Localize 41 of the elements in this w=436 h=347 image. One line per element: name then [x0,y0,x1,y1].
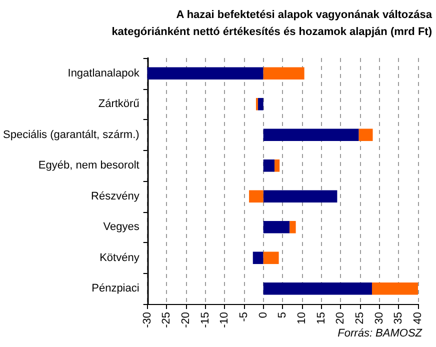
bar [372,282,418,295]
y-tick-label: Egyéb, nem besorolt [38,160,140,172]
bar [263,220,290,234]
bar [258,98,264,110]
x-tick-label: -20 [180,312,192,328]
bar [147,67,264,80]
x-tick-label: 40 [412,312,424,324]
y-tick-label: Pénzpiaci [92,282,140,295]
chart-subtitle: kategóriánként nettó értékesítés és hozamok alapján (mrd Ft) [112,25,432,40]
bar [263,252,279,264]
x-tick-label: -30 [141,312,154,328]
y-tick-label: Vegyes [103,221,140,234]
bar [358,128,373,142]
x-tick-label: -25 [160,312,173,328]
bar [263,67,304,80]
bar [263,282,372,295]
x-tick-label: -15 [199,312,212,328]
x-tick-label: 25 [354,312,366,324]
y-tick-label: Ingatlanalapok [68,67,140,80]
x-tick-label: 30 [373,312,386,324]
bar [263,128,359,142]
bar [290,220,296,234]
y-tick-label: Részvény [91,190,140,202]
y-tick-label: Zártkörű [98,98,140,110]
y-tick-label: Speciális (garantált, szárm.) [2,128,140,141]
text: Forrás: BAMOSZ [338,328,424,340]
x-tick-label: 0 [257,312,270,318]
bar [263,159,275,172]
x-tick-label: -10 [218,312,231,328]
chart-title: A hazai befektetési alapok vagyonának változása [175,8,432,23]
bar [274,159,280,172]
x-tick-label: 10 [296,312,308,324]
y-tick-label: Kötvény [100,252,140,264]
x-tick-label: 20 [334,312,347,324]
x-tick-label: 5 [276,312,289,318]
x-tick-label: 35 [392,312,405,324]
bar [249,190,264,203]
x-tick-label: -5 [238,312,250,322]
bar [252,252,264,264]
bar [263,190,338,203]
x-tick-label: 15 [315,312,328,324]
